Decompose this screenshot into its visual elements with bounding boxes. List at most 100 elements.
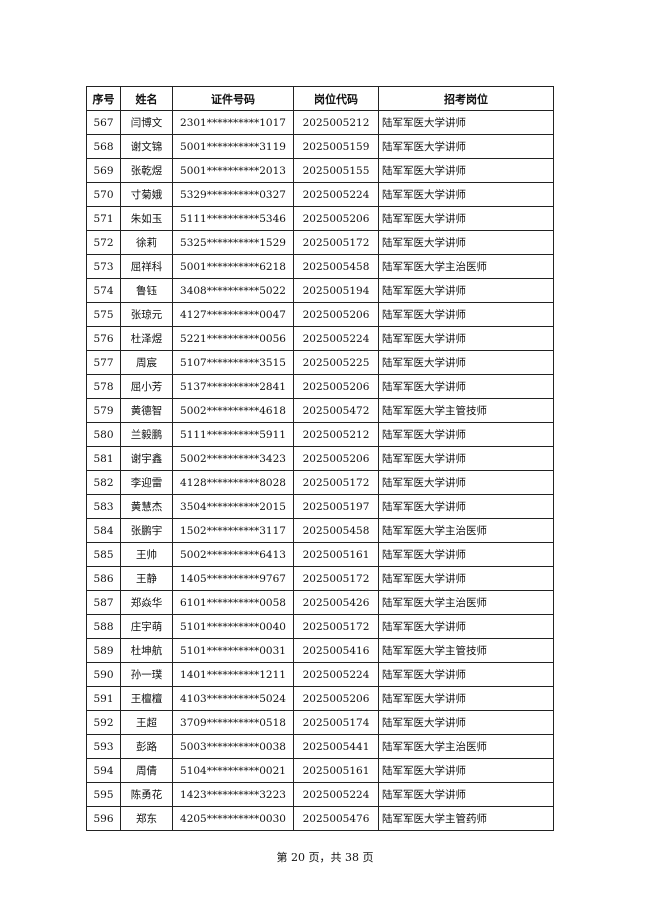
table-row: 591 王檀檀 4103**********5024 2025005206 陆军军医大学… (86, 686, 554, 711)
header-position: 招考岗位 (378, 86, 554, 111)
row-position-code: 2025005224 (293, 182, 379, 207)
row-position: 陆军军医大学讲师 (378, 566, 554, 591)
header-id-number: 证件号码 (172, 86, 294, 111)
row-position-code: 2025005224 (293, 782, 379, 807)
table-row: 583 黄慧杰 3504**********2015 2025005197 陆军军医大学… (86, 494, 554, 519)
row-id-number: 5111**********5911 (172, 422, 294, 447)
row-name: 陈勇花 (120, 782, 173, 807)
row-id-number: 5001**********3119 (172, 134, 294, 159)
row-id-number: 1423**********3223 (172, 782, 294, 807)
row-position-code: 2025005174 (293, 710, 379, 735)
row-index: 590 (86, 662, 121, 687)
row-index: 589 (86, 638, 121, 663)
row-name: 黄德智 (120, 398, 173, 423)
row-position: 陆军军医大学讲师 (378, 470, 554, 495)
row-position-code: 2025005476 (293, 806, 379, 831)
row-name: 张乾煜 (120, 158, 173, 183)
row-name: 屈小芳 (120, 374, 173, 399)
table-body: 567 闫博文 2301**********1017 2025005212 陆军军医大学… (86, 110, 554, 831)
table-row: 579 黄德智 5002**********4618 2025005472 陆军军医大学… (86, 398, 554, 423)
row-name: 彭路 (120, 734, 173, 759)
row-index: 576 (86, 326, 121, 351)
row-name: 谢宇鑫 (120, 446, 173, 471)
table-row: 590 孙一璞 1401**********1211 2025005224 陆军军医大学… (86, 662, 554, 687)
row-id-number: 5101**********0031 (172, 638, 294, 663)
row-position-code: 2025005212 (293, 422, 379, 447)
row-index: 593 (86, 734, 121, 759)
table-row: 567 闫博文 2301**********1017 2025005212 陆军军医大学… (86, 110, 554, 135)
row-index: 588 (86, 614, 121, 639)
table-row: 595 陈勇花 1423**********3223 2025005224 陆军军医大学… (86, 782, 554, 807)
row-position: 陆军军医大学讲师 (378, 446, 554, 471)
row-position: 陆军军医大学讲师 (378, 110, 554, 135)
row-name: 屈祥科 (120, 254, 173, 279)
table-row: 577 周宸 5107**********3515 2025005225 陆军军医大学讲… (86, 350, 554, 375)
table-row: 568 谢文锦 5001**********3119 2025005159 陆军军医大学… (86, 134, 554, 159)
page-footer: 第 20 页，共 38 页 (276, 851, 374, 864)
row-id-number: 4103**********5024 (172, 686, 294, 711)
row-index: 585 (86, 542, 121, 567)
row-position: 陆军军医大学讲师 (378, 278, 554, 303)
row-position: 陆军军医大学讲师 (378, 134, 554, 159)
row-index: 587 (86, 590, 121, 615)
row-name: 朱如玉 (120, 206, 173, 231)
row-position-code: 2025005426 (293, 590, 379, 615)
row-id-number: 5329**********0327 (172, 182, 294, 207)
table-header-row: 序号 姓名 证件号码 岗位代码 招考岗位 (86, 86, 554, 111)
row-id-number: 3709**********0518 (172, 710, 294, 735)
row-id-number: 5107**********3515 (172, 350, 294, 375)
row-index: 567 (86, 110, 121, 135)
row-index: 584 (86, 518, 121, 543)
row-position-code: 2025005224 (293, 662, 379, 687)
row-index: 591 (86, 686, 121, 711)
header-position-code: 岗位代码 (293, 86, 379, 111)
row-name: 闫博文 (120, 110, 173, 135)
row-position: 陆军军医大学讲师 (378, 782, 554, 807)
row-name: 庄宇萌 (120, 614, 173, 639)
row-name: 杜坤航 (120, 638, 173, 663)
row-index: 575 (86, 302, 121, 327)
row-position-code: 2025005225 (293, 350, 379, 375)
table-row: 584 张鹏宇 1502**********3117 2025005458 陆军军医大学… (86, 518, 554, 543)
row-position: 陆军军医大学讲师 (378, 662, 554, 687)
row-name: 孙一璞 (120, 662, 173, 687)
row-position: 陆军军医大学讲师 (378, 158, 554, 183)
row-index: 583 (86, 494, 121, 519)
row-position-code: 2025005416 (293, 638, 379, 663)
row-name: 周宸 (120, 350, 173, 375)
row-index: 579 (86, 398, 121, 423)
row-name: 张琼元 (120, 302, 173, 327)
row-id-number: 3408**********5022 (172, 278, 294, 303)
row-position-code: 2025005161 (293, 758, 379, 783)
row-position-code: 2025005172 (293, 230, 379, 255)
row-id-number: 5325**********1529 (172, 230, 294, 255)
row-position-code: 2025005472 (293, 398, 379, 423)
row-position-code: 2025005206 (293, 446, 379, 471)
row-index: 574 (86, 278, 121, 303)
row-position-code: 2025005172 (293, 566, 379, 591)
row-position: 陆军军医大学主治医师 (378, 590, 554, 615)
header-index: 序号 (86, 86, 121, 111)
row-id-number: 5001**********2013 (172, 158, 294, 183)
row-name: 李迎雷 (120, 470, 173, 495)
table-row: 575 张琼元 4127**********0047 2025005206 陆军军医大学… (86, 302, 554, 327)
row-id-number: 5002**********6413 (172, 542, 294, 567)
row-id-number: 1405**********9767 (172, 566, 294, 591)
row-id-number: 5003**********0038 (172, 734, 294, 759)
row-index: 596 (86, 806, 121, 831)
row-position-code: 2025005172 (293, 470, 379, 495)
table-row: 580 兰毅鹏 5111**********5911 2025005212 陆军军医大学… (86, 422, 554, 447)
row-position-code: 2025005206 (293, 374, 379, 399)
row-position: 陆军军医大学讲师 (378, 302, 554, 327)
row-position: 陆军军医大学讲师 (378, 614, 554, 639)
row-position-code: 2025005458 (293, 254, 379, 279)
table-row: 596 郑东 4205**********0030 2025005476 陆军军医大学主… (86, 806, 554, 831)
row-name: 王檀檀 (120, 686, 173, 711)
row-id-number: 2301**********1017 (172, 110, 294, 135)
table-row: 588 庄宇萌 5101**********0040 2025005172 陆军军医大学… (86, 614, 554, 639)
table-row: 582 李迎雷 4128**********8028 2025005172 陆军军医大学… (86, 470, 554, 495)
row-position: 陆军军医大学讲师 (378, 350, 554, 375)
table-row: 578 屈小芳 5137**********2841 2025005206 陆军军医大学… (86, 374, 554, 399)
row-name: 周倩 (120, 758, 173, 783)
row-name: 王静 (120, 566, 173, 591)
